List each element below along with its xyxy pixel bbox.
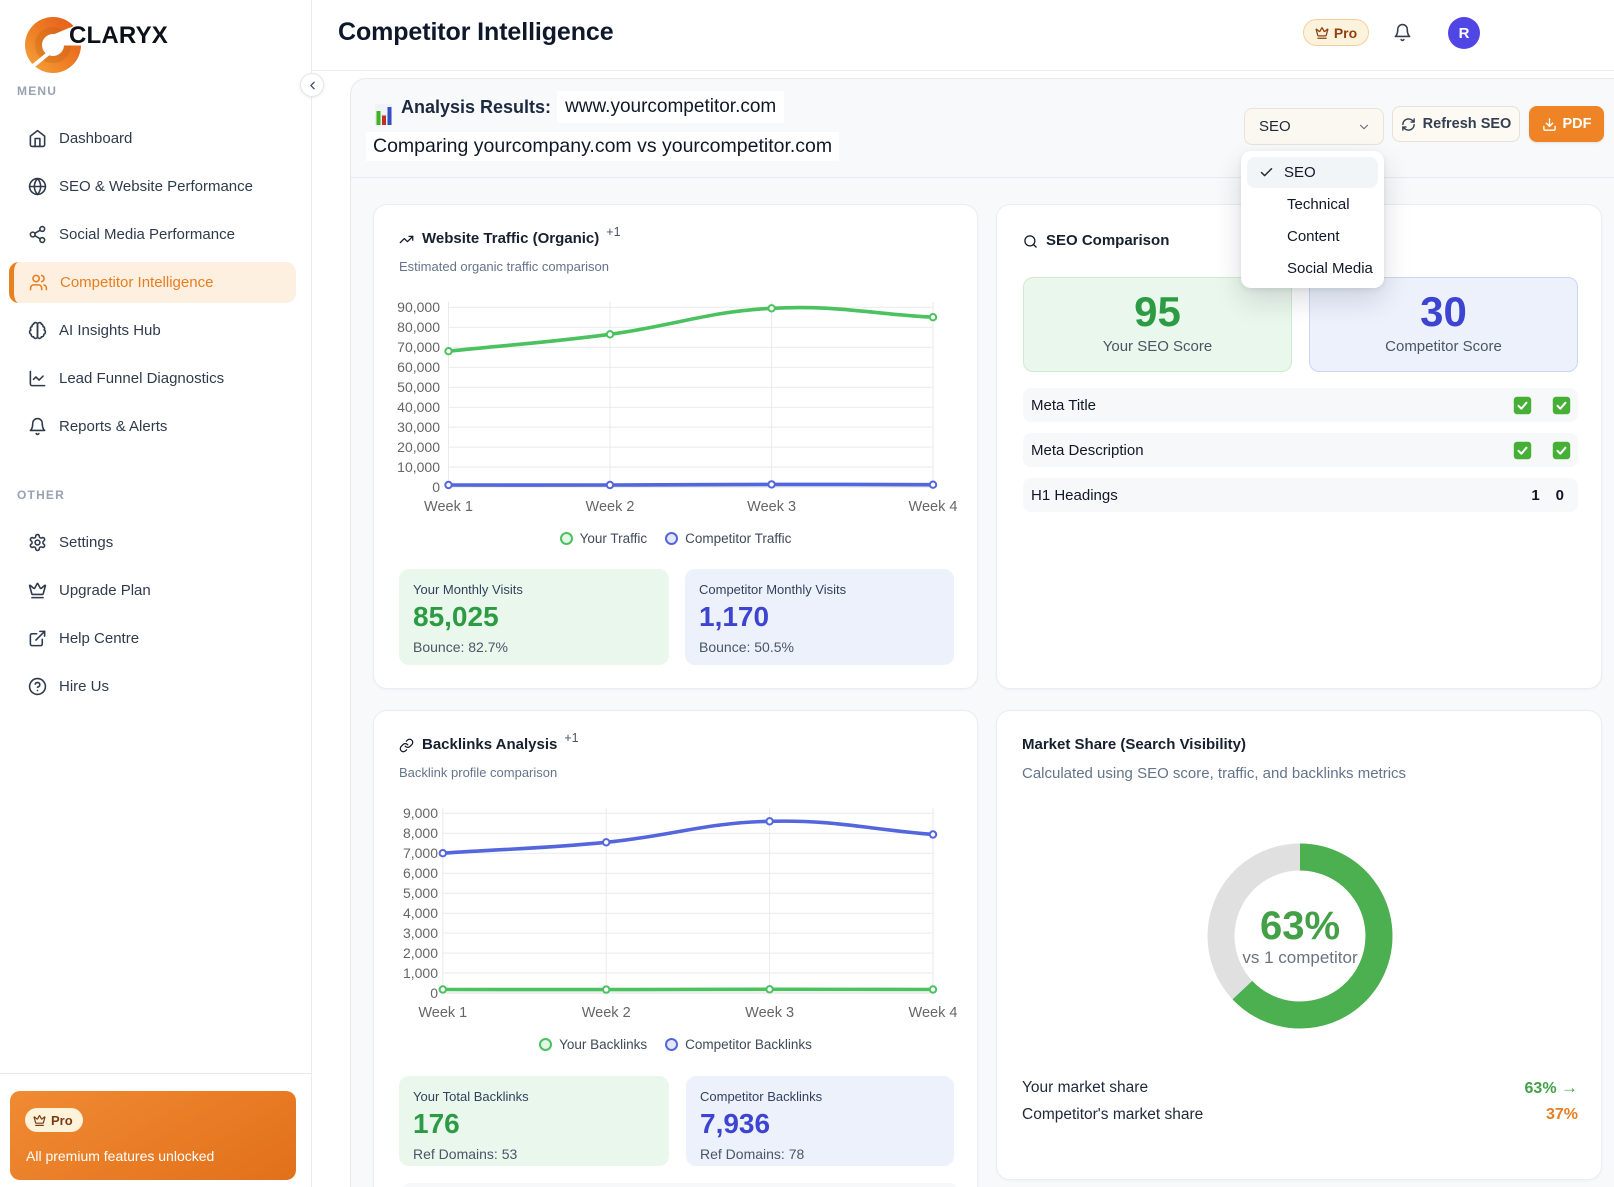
- svg-text:80,000: 80,000: [397, 319, 440, 335]
- svg-text:Week 3: Week 3: [745, 1005, 794, 1021]
- svg-text:3,000: 3,000: [403, 925, 438, 941]
- svg-text:Week 2: Week 2: [586, 499, 635, 515]
- svg-text:Week 4: Week 4: [909, 1005, 958, 1021]
- svg-text:Week 3: Week 3: [747, 499, 796, 515]
- svg-text:5,000: 5,000: [403, 885, 438, 901]
- svg-text:Week 4: Week 4: [909, 499, 958, 515]
- svg-text:Week 1: Week 1: [424, 499, 473, 515]
- svg-text:90,000: 90,000: [397, 299, 440, 315]
- svg-text:7,000: 7,000: [403, 845, 438, 861]
- svg-text:1,000: 1,000: [403, 965, 438, 981]
- svg-text:20,000: 20,000: [397, 439, 440, 455]
- svg-text:Week 2: Week 2: [582, 1005, 631, 1021]
- svg-text:9,000: 9,000: [403, 805, 438, 821]
- svg-text:0: 0: [432, 479, 440, 495]
- svg-text:70,000: 70,000: [397, 339, 440, 355]
- svg-text:4,000: 4,000: [403, 905, 438, 921]
- svg-text:vs 1 competitor: vs 1 competitor: [1242, 948, 1358, 967]
- svg-text:30,000: 30,000: [397, 419, 440, 435]
- svg-text:10,000: 10,000: [397, 459, 440, 475]
- svg-text:50,000: 50,000: [397, 379, 440, 395]
- svg-text:8,000: 8,000: [403, 825, 438, 841]
- svg-text:0: 0: [430, 985, 438, 1001]
- svg-text:63%: 63%: [1260, 904, 1340, 948]
- svg-text:2,000: 2,000: [403, 945, 438, 961]
- svg-text:6,000: 6,000: [403, 865, 438, 881]
- svg-text:60,000: 60,000: [397, 359, 440, 375]
- svg-text:40,000: 40,000: [397, 399, 440, 415]
- svg-text:Week 1: Week 1: [418, 1005, 467, 1021]
